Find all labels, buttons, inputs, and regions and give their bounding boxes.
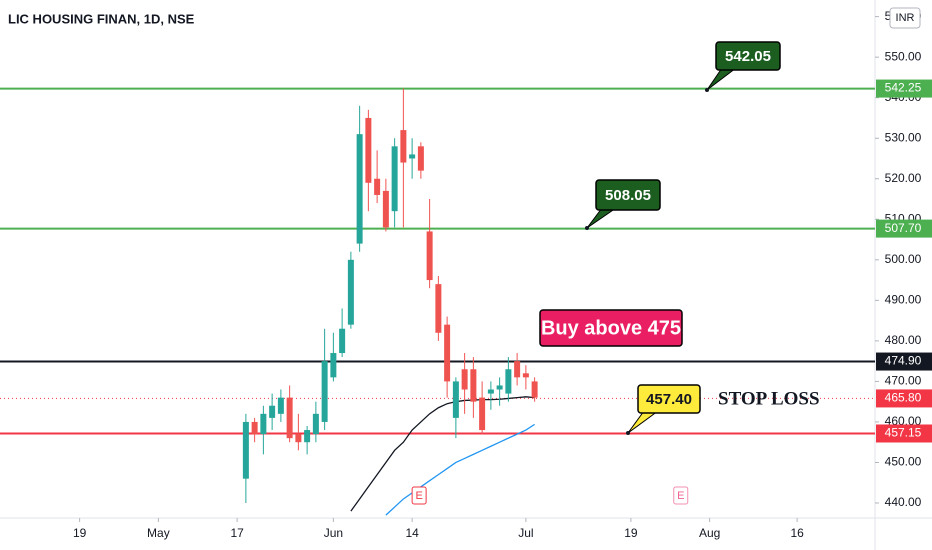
event-marker [411,486,427,505]
event-label: E [677,490,684,502]
price-label-bg [876,389,932,408]
event-label: E [415,490,422,502]
candle-body [470,369,477,402]
candle-body [260,413,267,435]
price-label: 465.80 [885,391,922,405]
chart-title: LIC HOUSING FINAN, 1D, NSE [8,11,195,26]
callout-box [595,179,661,211]
price-label-bg [876,352,932,371]
callout-dot [705,88,709,92]
x-tick-label: 16 [790,526,804,540]
x-tick-label: Jul [518,526,533,540]
callout-box [715,41,781,71]
candle-body [304,430,311,443]
y-tick-label: 440.00 [885,495,922,509]
callout-box [539,309,683,347]
currency-badge [889,7,921,29]
candle-body [295,434,302,443]
candle-body [435,284,442,333]
price-label: 457.15 [885,426,922,440]
candle-body [242,421,249,479]
candle-body [374,178,381,195]
candle-body [347,259,354,325]
x-tick-label: 14 [405,526,419,540]
candle-body [461,369,468,390]
x-tick-label: Jun [324,526,343,540]
candle-body [426,231,433,281]
x-tick-label: May [147,526,170,540]
candle-body [356,134,363,244]
x-tick-label: 17 [230,526,244,540]
candle-body [391,146,398,212]
candle-body [531,381,538,398]
moving-average [350,396,535,512]
callout-dot [626,431,630,435]
y-tick-label: 530.00 [885,130,922,144]
candle-body [452,381,459,418]
callout-text: 457.40 [646,391,692,408]
candle-body [444,324,451,382]
y-tick-label: 520.00 [885,171,922,185]
moving-average [385,423,535,516]
currency-label: INR [896,12,915,24]
callout-text: 542.05 [725,48,771,65]
callout-text: 508.05 [605,187,651,204]
candle-body [514,361,521,378]
callout-dot [585,226,589,230]
candle-body [417,146,424,171]
candle-body [522,373,529,378]
y-tick-label: 470.00 [885,374,922,388]
plot-area [0,87,875,516]
candle-body [312,413,319,435]
price-label: 507.70 [885,221,922,235]
x-tick-label: 19 [624,526,638,540]
candle-body [269,405,276,418]
price-label: 474.90 [885,354,922,368]
callout-text: Buy above 475 [541,317,681,339]
candle-body [382,190,389,228]
annotation-text: STOP LOSS [718,388,820,409]
candle-body [339,328,346,354]
y-tick-label: 490.00 [885,293,922,307]
x-tick-label: 19 [73,526,87,540]
price-label-bg [876,424,932,443]
candle-body [365,117,372,183]
candle-body [286,397,293,439]
candle-body [409,154,416,159]
candle-body [505,369,512,394]
event-marker [673,486,689,505]
candle-body [487,389,494,394]
price-label: 542.25 [885,81,922,95]
candle-body [330,353,337,378]
candle-body [479,397,486,431]
candle-body [496,385,503,390]
candle-body [251,421,258,435]
y-tick-label: 480.00 [885,333,922,347]
y-tick-label: 500.00 [885,252,922,266]
candle-body [277,397,284,414]
candle-body [321,361,328,422]
x-tick-label: Aug [699,526,720,540]
callout-box [637,384,701,414]
price-label-bg [876,79,932,98]
candle-body [400,130,407,163]
price-label-bg [876,219,932,238]
y-tick-label: 450.00 [885,455,922,469]
y-tick-label: 550.00 [885,49,922,63]
